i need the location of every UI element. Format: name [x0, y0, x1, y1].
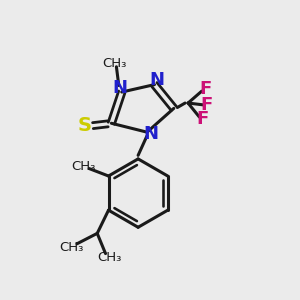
Text: CH₃: CH₃: [97, 251, 121, 264]
Text: S: S: [78, 116, 92, 135]
Text: F: F: [196, 110, 208, 128]
Text: N: N: [143, 125, 158, 143]
Text: N: N: [149, 71, 164, 89]
Text: F: F: [200, 96, 213, 114]
Text: F: F: [199, 80, 212, 98]
Text: CH₃: CH₃: [71, 160, 95, 173]
Text: N: N: [112, 79, 127, 97]
Text: CH₃: CH₃: [59, 241, 83, 254]
Text: CH₃: CH₃: [103, 57, 127, 70]
